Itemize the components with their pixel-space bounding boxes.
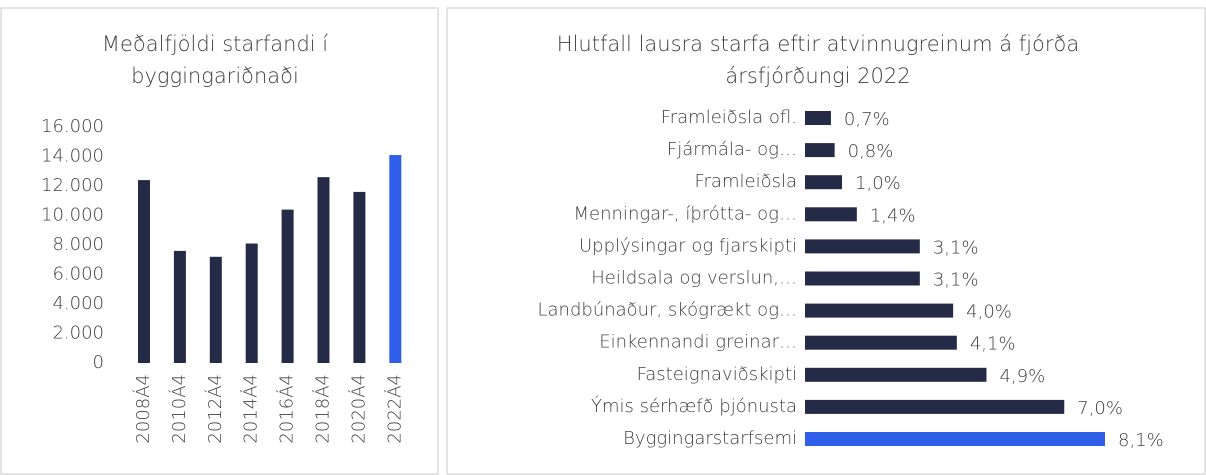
y-tick-label: 10.000 [41, 205, 104, 226]
x-tick-label: 2014Á4 [240, 374, 262, 444]
y-tick-label: Fasteignaviðskipti [637, 364, 797, 385]
data-label: 3,1% [933, 270, 979, 291]
bar [245, 243, 258, 363]
y-tick-label: Ýmis sérhæfð þjónusta [591, 395, 797, 417]
bar [805, 399, 1065, 414]
y-tick-label: 0 [93, 352, 104, 373]
data-label: 4,0% [966, 302, 1012, 323]
bar [805, 143, 835, 158]
bar [805, 367, 987, 382]
data-label: 4,1% [970, 334, 1016, 355]
y-tick-label: Fjármála- og… [667, 139, 797, 160]
x-tick-label: 2010Á4 [168, 374, 190, 444]
chart-title: Hlutfall lausra starfa eftir atvinnugrei… [557, 32, 1079, 88]
y-tick-label: Framleiðsla ofl. [661, 107, 797, 128]
y-tick-label: 8.000 [52, 234, 104, 255]
x-tick-label: 2018Á4 [312, 374, 334, 444]
bar [138, 180, 150, 363]
bar [805, 239, 920, 254]
y-tick-label: Framleiðsla [694, 171, 797, 192]
y-tick-label: 14.000 [41, 146, 104, 167]
y-tick-label: Einkennandi greinar… [599, 332, 797, 353]
data-label: 4,9% [999, 366, 1045, 387]
data-label: 8,1% [1118, 430, 1164, 451]
bar [805, 175, 843, 190]
y-tick-label: 12.000 [41, 175, 104, 196]
bar [173, 250, 186, 363]
data-label: 1,0% [855, 173, 901, 194]
bar [389, 155, 402, 363]
y-tick-label: 4.000 [52, 293, 104, 314]
y-tick-label: Heildsala og verslun,… [591, 268, 797, 289]
y-tick-label: Byggingarstarfsemi [623, 428, 797, 449]
y-tick-label: Landbúnaður, skógrækt og… [538, 300, 798, 321]
y-tick-label: 6.000 [52, 264, 104, 285]
y-tick-label: 16.000 [41, 116, 104, 137]
data-label: 7,0% [1077, 398, 1123, 419]
bar [805, 335, 957, 350]
data-label: 1,4% [870, 205, 916, 226]
left-panel [0, 7, 439, 475]
x-tick-label: 2016Á4 [276, 374, 298, 444]
bar [805, 207, 857, 222]
bar [317, 177, 330, 363]
bar [353, 191, 366, 363]
right-panel [446, 7, 1206, 475]
chart-title: Meðalfjöldi starfandi í byggingariðnaði [102, 32, 328, 88]
bar [805, 271, 920, 286]
bar [805, 432, 1105, 446]
x-tick-label: 2022Á4 [383, 374, 405, 444]
x-tick-label: 2020Á4 [347, 374, 369, 444]
bar [805, 111, 831, 125]
bar [209, 256, 222, 363]
x-tick-label: 2012Á4 [204, 374, 226, 444]
bar [805, 303, 954, 318]
y-tick-label: Menningar-, íþrótta- og… [574, 203, 797, 224]
data-label: 3,1% [933, 237, 979, 258]
data-label: 0,7% [844, 109, 890, 130]
y-tick-label: 2.000 [52, 323, 104, 344]
x-tick-label: 2008Á4 [132, 374, 154, 444]
bar [281, 209, 294, 363]
y-tick-label: Upplýsingar og fjarskipti [579, 235, 797, 256]
data-label: 0,8% [848, 141, 894, 162]
